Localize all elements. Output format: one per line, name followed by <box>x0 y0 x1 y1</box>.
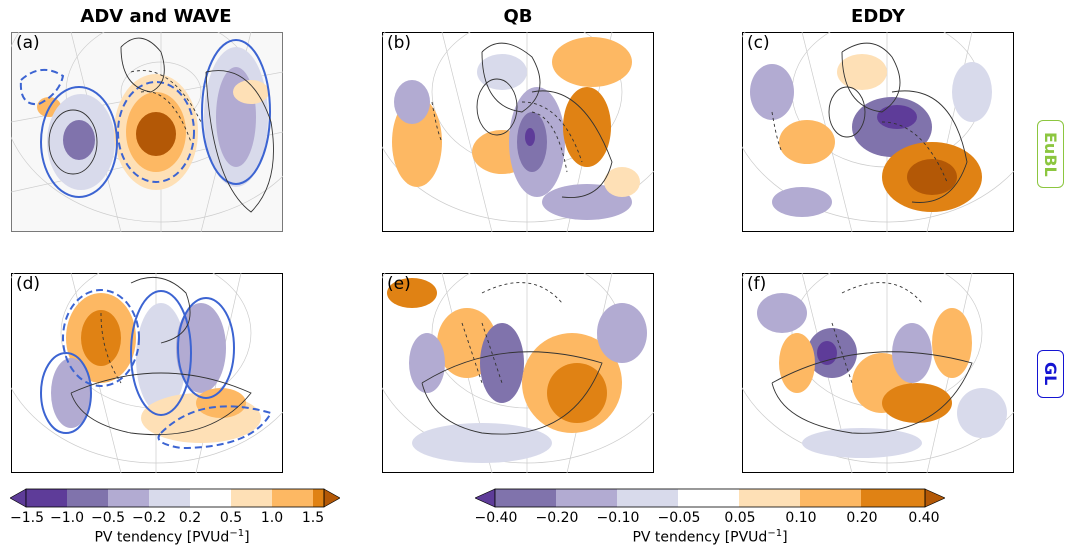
map-d <box>11 273 283 473</box>
panel-d: (d) <box>11 273 283 473</box>
cbar-right-tick: 0.10 <box>785 510 817 526</box>
panel-a: (a) <box>11 32 283 232</box>
cbar-left-tick: −1.5 <box>10 510 44 526</box>
map-e <box>382 273 654 473</box>
cbar-right-tick: 0.20 <box>846 510 878 526</box>
panel-e: (e) <box>382 273 654 473</box>
panel-label-c: (c) <box>747 33 770 53</box>
panel-label-a: (a) <box>16 33 40 53</box>
map-c <box>742 32 1014 232</box>
map-b <box>382 32 654 232</box>
panel-label-b: (b) <box>387 33 412 53</box>
cbar-right-tick: −0.10 <box>596 510 640 526</box>
colorbar-left-label: PV tendency [PVUd−1] <box>94 528 250 546</box>
cbar-right-tick: 0.40 <box>908 510 940 526</box>
panel-label-d: (d) <box>16 274 41 294</box>
panel-b: (b) <box>382 32 654 232</box>
map-a <box>11 32 283 232</box>
cbar-left-tick: 1.5 <box>301 510 325 526</box>
cbar-right-tick: −0.20 <box>535 510 579 526</box>
panel-label-f: (f) <box>747 274 767 294</box>
cbar-right-tick: −0.05 <box>657 510 701 526</box>
map-f <box>742 273 1014 473</box>
cbar-left-tick: −0.5 <box>91 510 125 526</box>
panel-c: (c) <box>742 32 1014 232</box>
panel-label-e: (e) <box>387 274 411 294</box>
panel-f: (f) <box>742 273 1014 473</box>
row-tag-eubl: EuBL <box>1037 120 1064 188</box>
cbar-left-tick: −1.0 <box>50 510 84 526</box>
colorbar-right <box>474 488 946 508</box>
cbar-right-tick: 0.05 <box>724 510 756 526</box>
cbar-left-tick: 0.5 <box>219 510 243 526</box>
column-title-adv-wave: ADV and WAVE <box>80 6 232 27</box>
cbar-right-tick: −0.40 <box>474 510 518 526</box>
cbar-left-tick: −0.2 <box>132 510 166 526</box>
cbar-left-tick: 1.0 <box>260 510 284 526</box>
column-title-eddy: EDDY <box>851 6 905 27</box>
colorbar-left <box>9 488 341 508</box>
colorbar-right-label: PV tendency [PVUd−1] <box>632 528 788 546</box>
cbar-left-tick: 0.2 <box>178 510 202 526</box>
column-title-qb: QB <box>503 6 533 27</box>
row-tag-gl: GL <box>1037 350 1064 398</box>
